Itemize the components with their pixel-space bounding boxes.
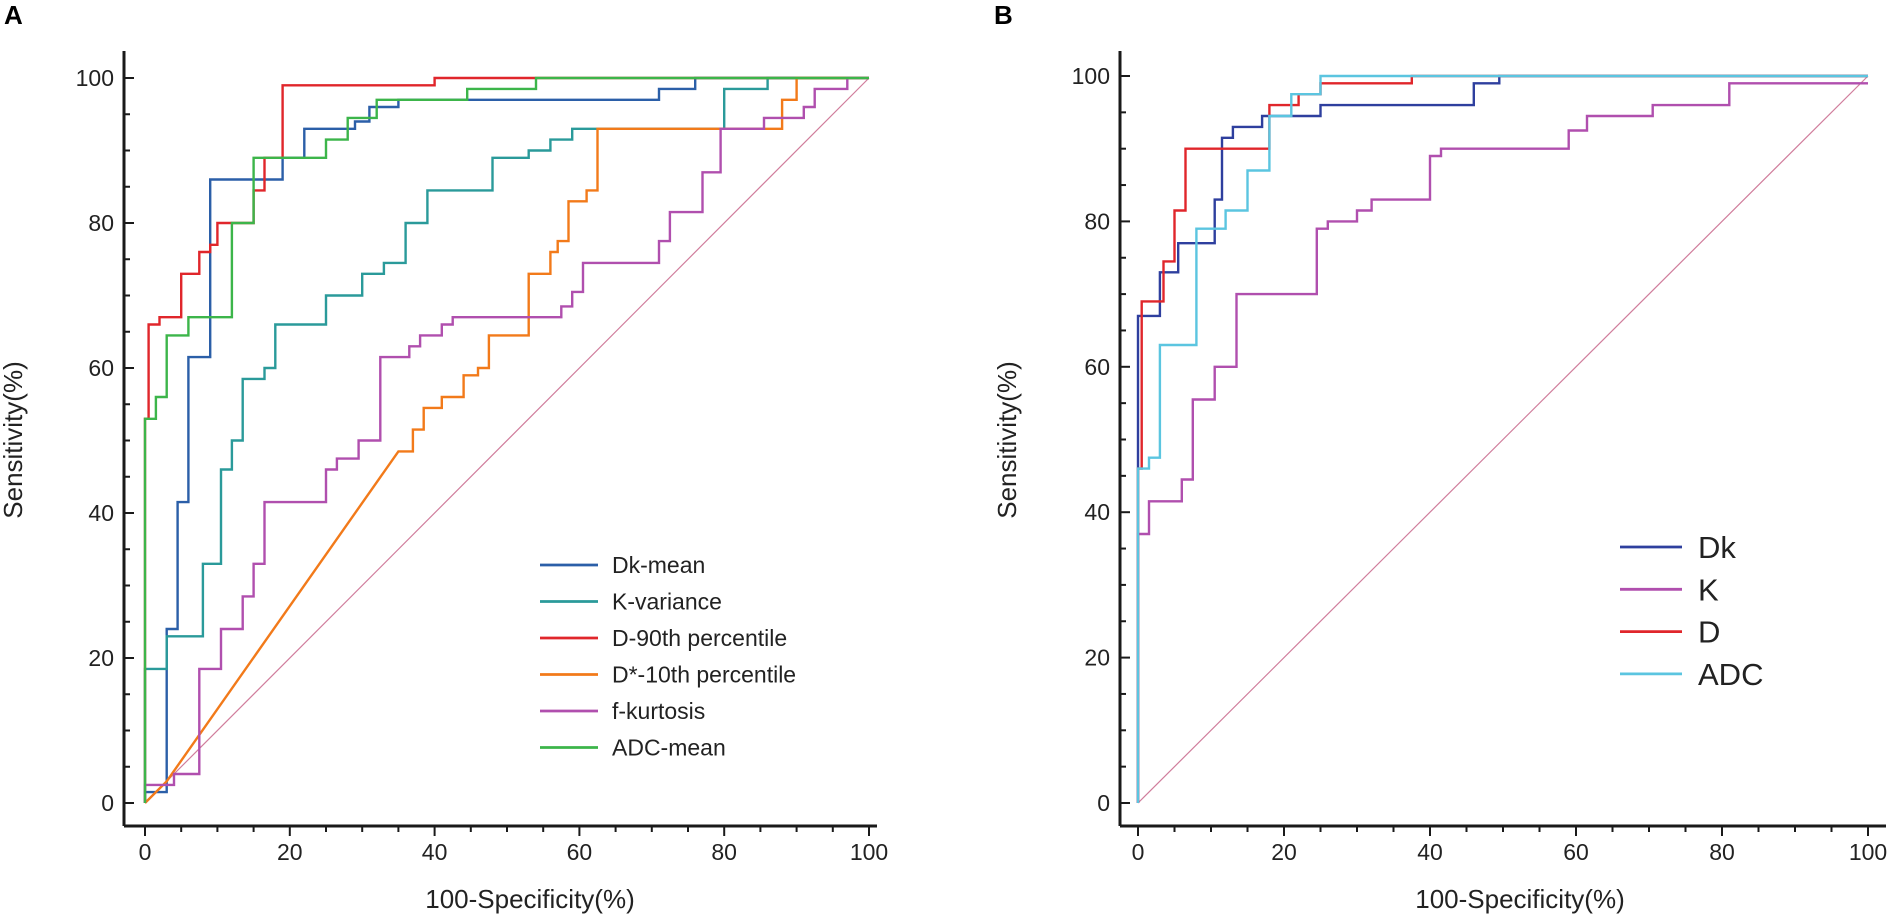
x-tick-label-a: 20 xyxy=(277,839,303,865)
legend-label-b-3: ADC xyxy=(1698,657,1763,692)
y-tick-label-b: 40 xyxy=(1084,499,1110,525)
legend-label-a-1: K-variance xyxy=(612,589,722,615)
x-tick-label-a: 80 xyxy=(711,839,737,865)
roc-curve-a-2 xyxy=(143,76,869,803)
x-tick-label-a: 100 xyxy=(850,839,888,865)
reference-diagonal-b xyxy=(1137,75,1869,804)
panel-label-a: A xyxy=(4,0,23,30)
y-tick-label-b: 0 xyxy=(1097,790,1110,816)
y-axis-title-b: Sensitivity(%) xyxy=(992,361,1022,518)
x-tick-label-b: 40 xyxy=(1417,839,1443,865)
legend-label-a-4: f-kurtosis xyxy=(612,698,705,724)
y-tick-label-b: 100 xyxy=(1072,63,1110,89)
y-tick-label-b: 20 xyxy=(1084,645,1110,671)
reference-diagonal-a xyxy=(144,77,870,804)
legend-label-a-5: ADC-mean xyxy=(612,735,726,761)
x-tick-label-a: 0 xyxy=(139,839,152,865)
axes-a: 0 20 40 60 80 100 0 20 40 60 80 100 xyxy=(76,51,888,865)
x-tick-label-a: 60 xyxy=(567,839,593,865)
roc-curve-a-1 xyxy=(143,76,869,803)
y-tick-label-b: 80 xyxy=(1084,208,1110,234)
y-tick-label-a: 100 xyxy=(76,65,114,91)
roc-curve-a-3 xyxy=(144,76,869,804)
x-tick-label-b: 80 xyxy=(1709,839,1735,865)
legend-label-b-0: Dk xyxy=(1698,530,1736,565)
x-tick-label-a: 40 xyxy=(422,839,448,865)
x-axis-title-a: 100-Specificity(%) xyxy=(425,884,635,914)
plot-area-b xyxy=(1136,74,1869,804)
panel-b: B 0 20 40 60 80 100 0 20 40 60 80 100 100-Specifici… xyxy=(992,0,1887,914)
axes-b: 0 20 40 60 80 100 0 20 40 60 80 100 xyxy=(1072,51,1887,865)
y-tick-label-a: 60 xyxy=(88,355,114,381)
y-axis-title-a: Sensitivity(%) xyxy=(0,361,28,518)
x-tick-label-b: 60 xyxy=(1563,839,1589,865)
x-tick-label-b: 0 xyxy=(1132,839,1145,865)
y-tick-label-a: 80 xyxy=(88,210,114,236)
panel-label-b: B xyxy=(994,0,1013,30)
legend-label-b-2: D xyxy=(1698,615,1720,650)
legend-label-a-2: D-90th percentile xyxy=(612,625,787,651)
roc-curve-a-5 xyxy=(143,76,869,803)
legend-b: Dk KD ADC xyxy=(1620,530,1763,692)
x-tick-label-b: 100 xyxy=(1849,839,1887,865)
x-tick-label-b: 20 xyxy=(1271,839,1297,865)
panel-a: A 0 20 40 60 80 100 0 20 40 60 80 100 100-Specifici… xyxy=(0,0,888,914)
plot-area-a xyxy=(143,76,870,804)
legend-label-a-3: D*-10th percentile xyxy=(612,662,796,688)
roc-curve-b-3 xyxy=(1136,74,1868,803)
roc-curve-b-1 xyxy=(1136,82,1868,803)
legend-label-a-0: Dk-mean xyxy=(612,552,705,578)
y-tick-label-b: 60 xyxy=(1084,354,1110,380)
legend-a: Dk-mean K-variance D-90th percentile D*-10t… xyxy=(540,552,796,761)
y-tick-label-a: 20 xyxy=(88,645,114,671)
y-tick-label-a: 0 xyxy=(101,790,114,816)
legend-label-b-1: K xyxy=(1698,572,1719,607)
roc-curve-b-0 xyxy=(1136,74,1868,803)
roc-curve-a-4 xyxy=(143,76,869,803)
y-tick-label-a: 40 xyxy=(88,500,114,526)
x-axis-title-b: 100-Specificity(%) xyxy=(1415,884,1625,914)
